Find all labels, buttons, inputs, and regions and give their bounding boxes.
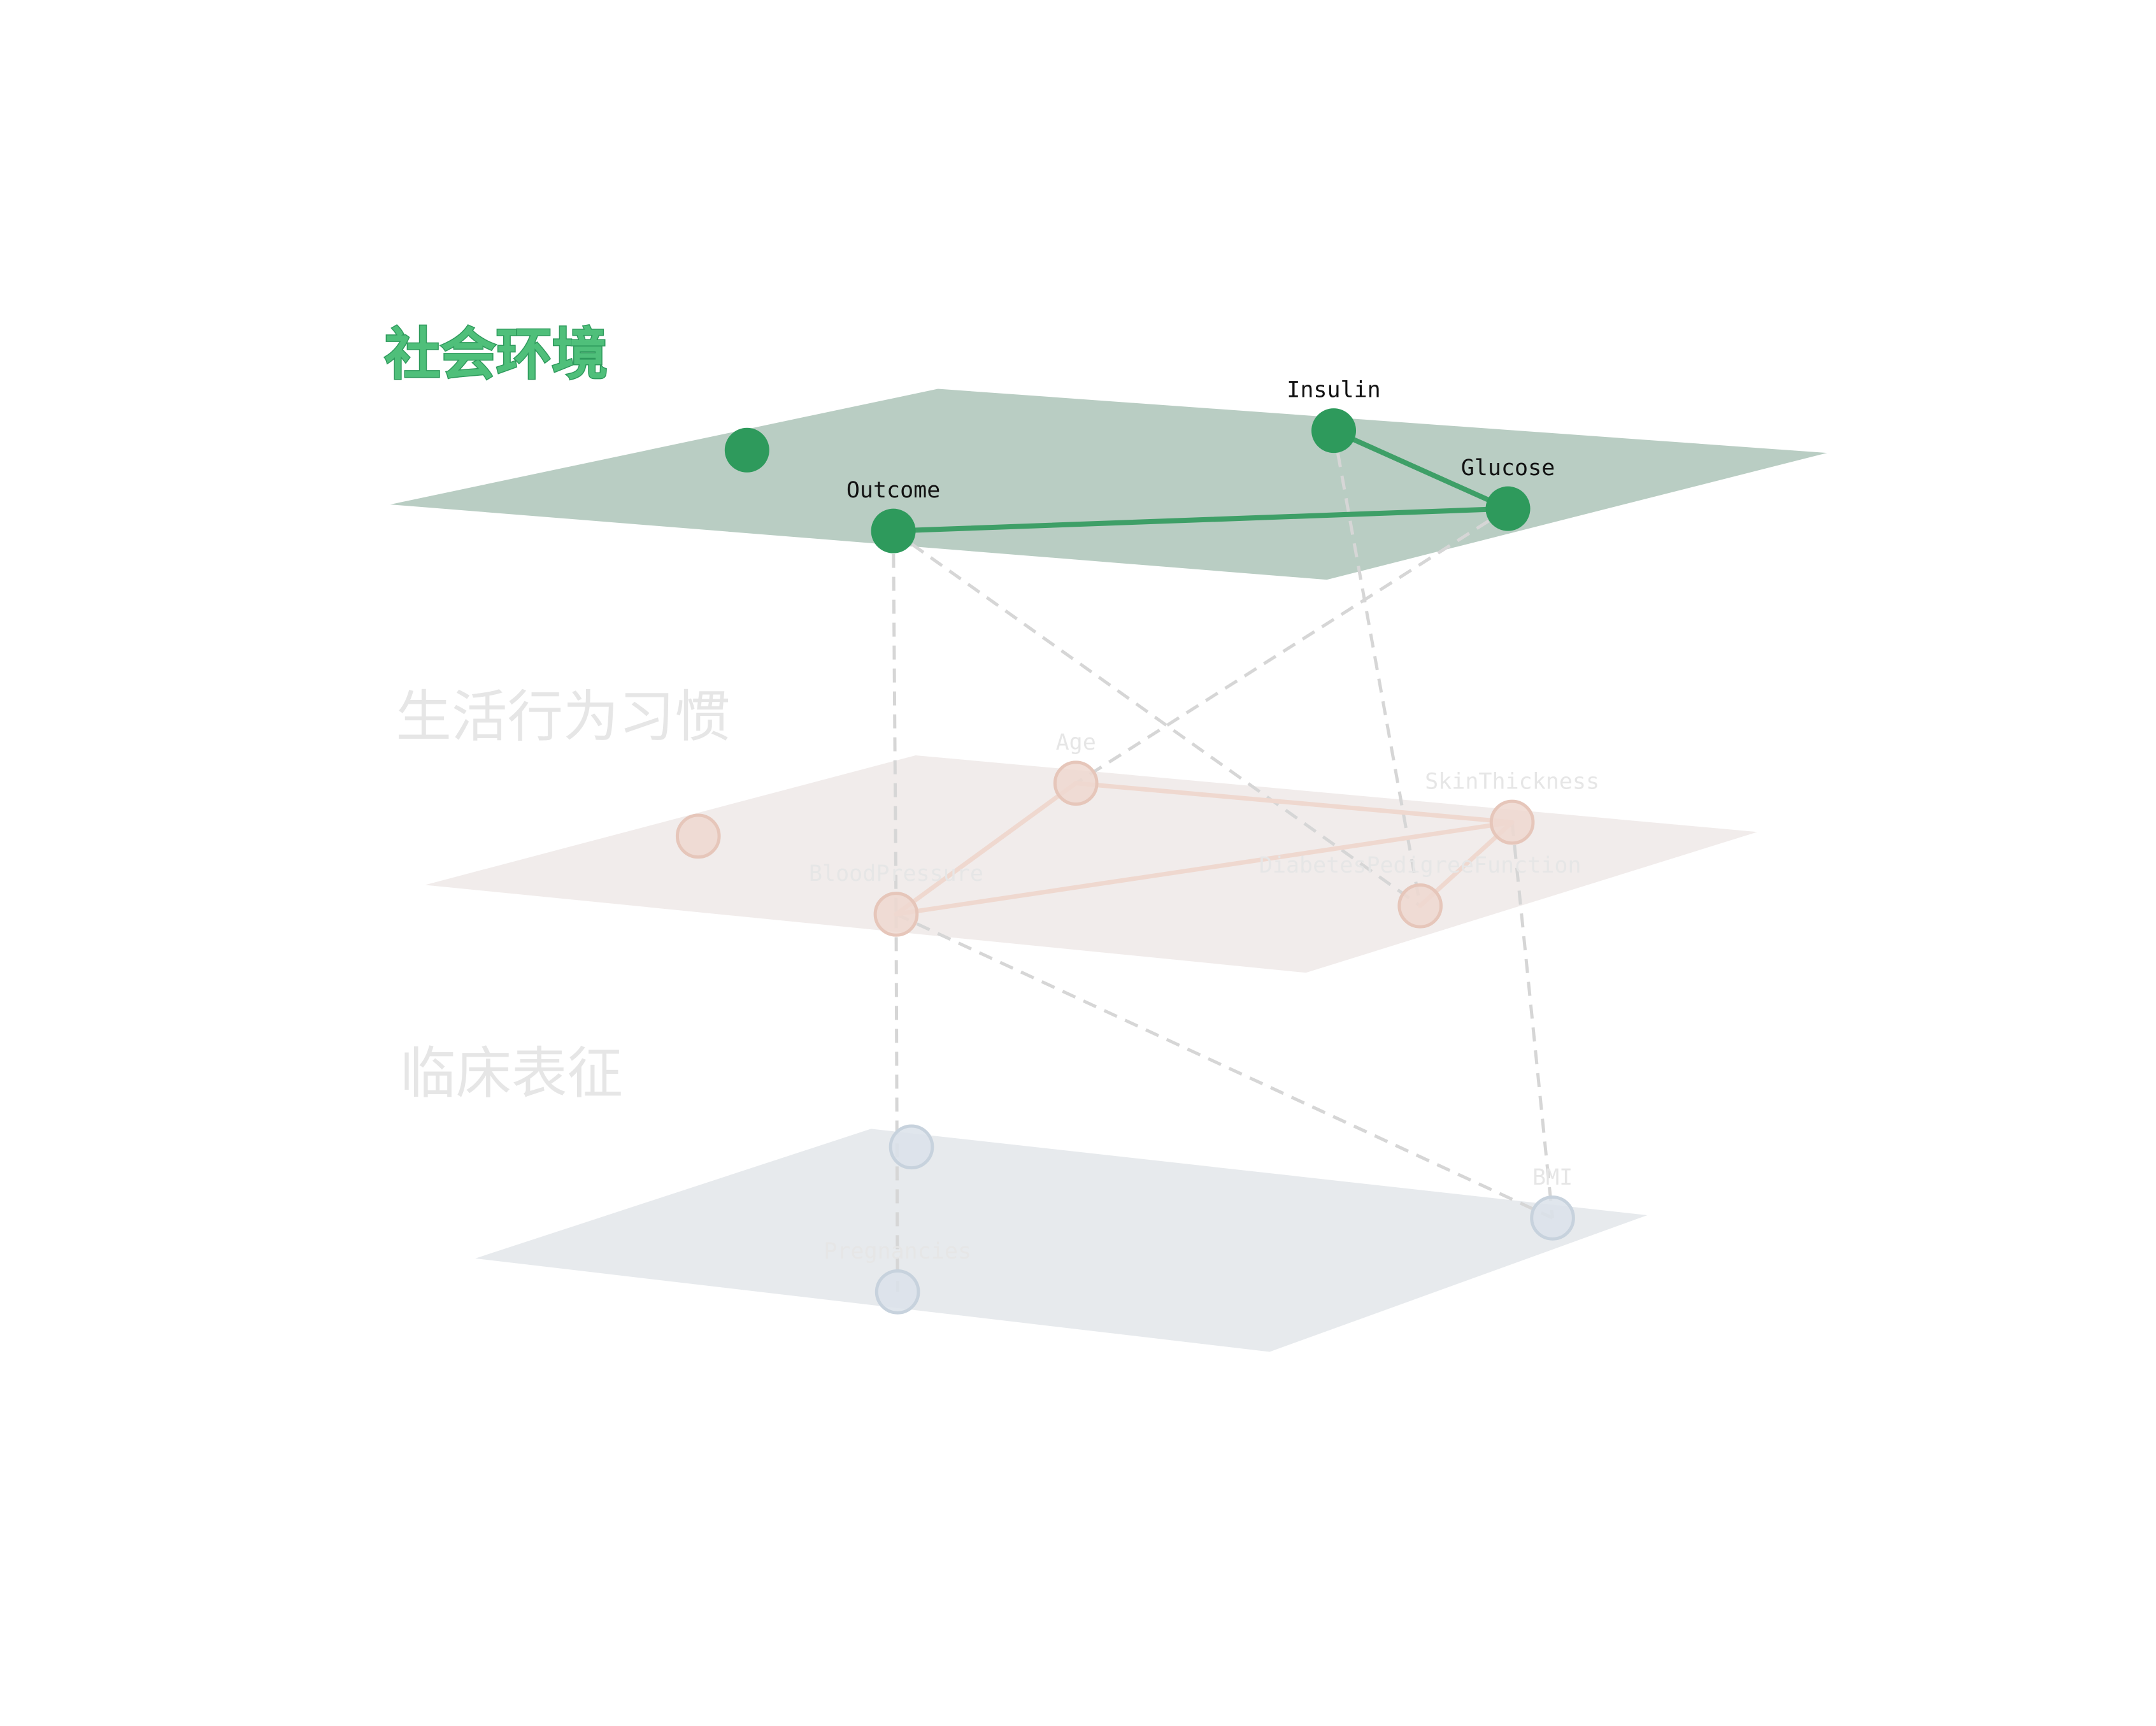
node-preg[interactable]: [875, 1269, 920, 1315]
node-glucose[interactable]: [1485, 486, 1531, 531]
edge-outcome-glucose: [890, 506, 1511, 534]
node-label-skin: SkinThickness: [1425, 769, 1599, 794]
node-bp[interactable]: [873, 892, 919, 937]
interlayer-edge-skin-bmi: [1510, 822, 1555, 1218]
node-age[interactable]: [1053, 760, 1099, 806]
layer-plane-social: [390, 389, 1827, 580]
node-s0[interactable]: [724, 427, 769, 473]
interlayer-edge-outcome-bp: [892, 531, 898, 915]
layer-planes: [390, 389, 1827, 1352]
layer-title-clinical: 临床表征: [400, 1041, 623, 1106]
node-label-glucose: Glucose: [1461, 455, 1555, 481]
interlayer-edge-insulin-dpf: [1332, 430, 1422, 906]
interlayer-edge-outcome-dpf: [892, 529, 1422, 908]
edge-age-bp: [894, 781, 1078, 916]
interlayer-edge-bp-bmi: [895, 913, 1553, 1220]
node-label-preg: Pregnancies: [824, 1239, 971, 1264]
edge-age-skin: [1073, 781, 1515, 825]
node-label-dpf: DiabetesPedigreeFunction: [1259, 853, 1581, 878]
node-label-bp: BloodPressure: [809, 861, 983, 887]
layer-plane-clinical: [475, 1129, 1648, 1352]
edge-bp-skin: [894, 820, 1515, 916]
node-outcome[interactable]: [871, 508, 916, 553]
node-skin[interactable]: [1489, 799, 1535, 845]
node-labels: Insulin Glucose Outcome Age SkinThickness Blo…: [809, 378, 1599, 1264]
node-insulin[interactable]: [1311, 408, 1357, 453]
interlayer-edges: [892, 430, 1555, 1292]
interlayer-edge-glucose-age: [1074, 507, 1509, 785]
node-label-bmi: BMI: [1532, 1165, 1573, 1190]
node-c0[interactable]: [889, 1124, 934, 1170]
node-l0[interactable]: [675, 813, 721, 859]
layer-title-social: 社会环境: [385, 322, 608, 387]
edge-insulin-glucose: [1331, 428, 1511, 511]
network-nodes: [675, 408, 1575, 1315]
node-dpf[interactable]: [1397, 883, 1443, 929]
node-label-outcome: Outcome: [846, 478, 941, 503]
node-label-age: Age: [1056, 730, 1096, 755]
node-bmi[interactable]: [1530, 1195, 1575, 1241]
layer-title-lifestyle: 生活行为习惯: [396, 684, 730, 749]
node-label-insulin: Insulin: [1287, 378, 1381, 403]
interlayer-edge-bp-preg: [894, 914, 899, 1292]
